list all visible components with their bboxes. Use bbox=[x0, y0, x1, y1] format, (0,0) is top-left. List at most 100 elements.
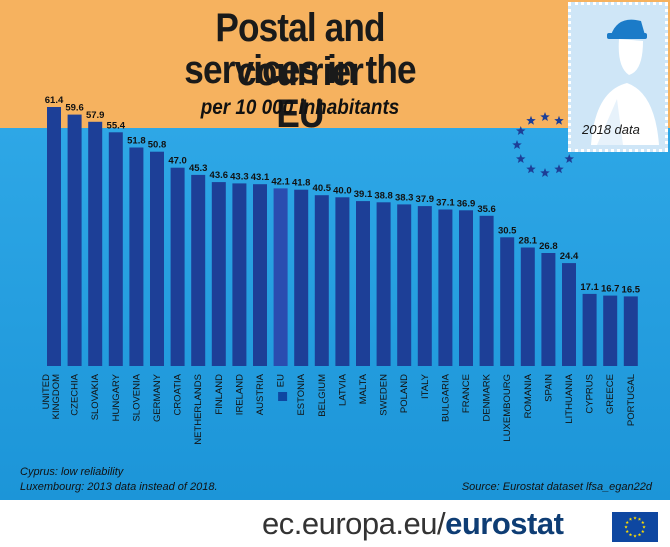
eu-flag-icon bbox=[278, 392, 288, 401]
value-label: 43.1 bbox=[251, 172, 270, 183]
bar-finland bbox=[211, 182, 226, 366]
value-label: 28.1 bbox=[519, 236, 538, 247]
category-label: KINGDOM bbox=[51, 374, 62, 419]
category-label: CROATIA bbox=[173, 373, 184, 415]
value-label: 17.1 bbox=[580, 282, 599, 293]
category-label: POLAND bbox=[399, 374, 410, 413]
subtitle: per 10 000 inhabitants bbox=[200, 96, 400, 119]
value-label: 43.3 bbox=[230, 171, 249, 182]
value-label: 47.0 bbox=[168, 156, 187, 167]
value-label: 45.3 bbox=[189, 163, 208, 174]
bar-ireland bbox=[232, 183, 247, 366]
category-label: AUSTRIA bbox=[255, 373, 266, 415]
bar-poland bbox=[397, 204, 412, 366]
bar-hungary bbox=[108, 132, 123, 366]
value-label: 51.8 bbox=[127, 136, 146, 147]
value-label: 16.7 bbox=[601, 284, 620, 295]
year-label: 2018 data bbox=[582, 122, 640, 137]
bar-eu bbox=[273, 188, 288, 366]
category-label: MALTA bbox=[358, 373, 369, 404]
category-label: ROMANIA bbox=[523, 373, 534, 418]
category-label: GREECE bbox=[605, 374, 616, 414]
value-label: 26.8 bbox=[539, 241, 558, 252]
title-line-1: Postal and courrier bbox=[215, 6, 385, 94]
bar-chart: 61.459.657.955.451.8 50.847.045.343.6 43.3… bbox=[41, 95, 641, 445]
value-label: 50.8 bbox=[148, 140, 167, 151]
value-label: 35.6 bbox=[477, 204, 496, 215]
bar-slovakia bbox=[88, 121, 103, 366]
category-label: LITHUANIA bbox=[564, 373, 575, 423]
value-label: 43.6 bbox=[210, 170, 229, 181]
category-label: SPAIN bbox=[543, 374, 554, 402]
value-label: 55.4 bbox=[107, 120, 126, 131]
bar-croatia bbox=[170, 167, 185, 366]
value-label: 40.5 bbox=[313, 183, 332, 194]
bar-sweden bbox=[376, 202, 391, 366]
bar-belgium bbox=[314, 195, 329, 366]
category-label: LATVIA bbox=[337, 373, 348, 406]
bar-france bbox=[459, 210, 473, 366]
category-label: FINLAND bbox=[214, 374, 225, 415]
site-url[interactable]: ec.europa.eu/eurostat bbox=[262, 506, 564, 542]
value-label: 36.9 bbox=[457, 198, 476, 209]
site-domain: ec.europa.eu/ bbox=[262, 506, 446, 541]
value-label: 30.5 bbox=[498, 225, 517, 236]
category-label: SLOVENIA bbox=[131, 373, 142, 421]
bar-lithuania bbox=[562, 263, 576, 366]
category-label: NETHERLANDS bbox=[193, 374, 204, 445]
bar-austria bbox=[253, 184, 267, 366]
bar-latvia bbox=[335, 197, 350, 366]
bar-greece bbox=[603, 295, 618, 366]
bar-portugal bbox=[623, 296, 638, 366]
value-label: 37.1 bbox=[436, 198, 455, 209]
bar-romania bbox=[520, 247, 535, 366]
value-label: 16.5 bbox=[622, 284, 641, 295]
bar-czechia bbox=[67, 114, 82, 366]
value-label: 37.9 bbox=[416, 194, 435, 205]
source-note: Source: Eurostat dataset lfsa_egan22d bbox=[461, 481, 652, 493]
value-label: 24.4 bbox=[560, 251, 579, 262]
bar-malta bbox=[356, 201, 370, 366]
bar-slovenia bbox=[129, 147, 144, 366]
value-label: 39.1 bbox=[354, 189, 373, 200]
category-label: EU bbox=[276, 374, 287, 387]
bar-united-kingdom bbox=[47, 107, 61, 366]
bar-netherlands bbox=[191, 174, 206, 366]
value-label: 59.6 bbox=[65, 103, 84, 114]
footer bbox=[0, 500, 670, 547]
postman-stamp-icon bbox=[568, 2, 668, 152]
eu-stars-icon bbox=[512, 112, 574, 178]
note-cyprus: Cyprus: low reliability bbox=[20, 466, 124, 478]
value-label: 38.8 bbox=[374, 190, 393, 201]
site-brand: eurostat bbox=[445, 506, 564, 541]
category-label: SWEDEN bbox=[379, 374, 390, 416]
bar-germany bbox=[150, 151, 164, 366]
category-label: ITALY bbox=[420, 373, 431, 399]
category-label: PORTUGAL bbox=[626, 374, 637, 426]
category-label: ESTONIA bbox=[296, 373, 307, 415]
category-label: LUXEMBOURG bbox=[502, 374, 513, 442]
bar-italy bbox=[417, 206, 432, 366]
category-label: BELGIUM bbox=[317, 374, 328, 417]
value-label: 42.1 bbox=[271, 176, 290, 187]
bar-denmark bbox=[479, 215, 494, 366]
bar-cyprus bbox=[582, 293, 597, 366]
eu-flag-icon bbox=[612, 512, 658, 542]
category-label: FRANCE bbox=[461, 374, 472, 413]
category-label: DENMARK bbox=[482, 373, 493, 421]
value-label: 41.8 bbox=[292, 178, 311, 189]
header-band bbox=[0, 0, 670, 128]
category-label: CYPRUS bbox=[585, 374, 596, 414]
category-label: CZECHIA bbox=[70, 373, 81, 415]
value-label: 57.9 bbox=[86, 110, 105, 121]
category-label: BULGARIA bbox=[440, 373, 451, 422]
bar-bulgaria bbox=[438, 209, 453, 366]
bar-estonia bbox=[294, 189, 309, 366]
value-label: 61.4 bbox=[45, 95, 64, 106]
category-label: UNITED bbox=[41, 374, 52, 410]
bar-luxembourg bbox=[500, 237, 515, 366]
category-label: SLOVAKIA bbox=[90, 373, 101, 420]
bar-spain bbox=[541, 253, 556, 366]
category-label: GERMANY bbox=[152, 373, 163, 422]
